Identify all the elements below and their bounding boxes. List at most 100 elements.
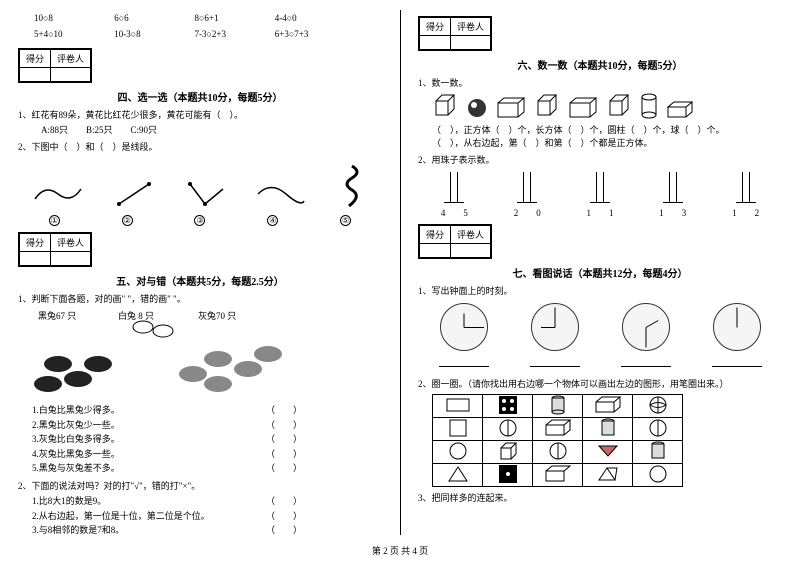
eq: 10-3○8: [114, 26, 192, 42]
s6-q2: 2、用珠子表示数。: [418, 153, 782, 166]
abacus-row: [418, 172, 782, 202]
prism-icon: [597, 466, 619, 482]
eq: 5+4○10: [34, 26, 112, 42]
cube-icon2: [498, 441, 518, 461]
cube-icon: [432, 93, 458, 119]
square-icon: [449, 419, 467, 437]
tf2-item: 2.从右边起，第一位是十位，第二位是个位。: [32, 511, 210, 521]
score-box-6: 得分评卷人: [418, 16, 492, 51]
sphere-icon: [466, 97, 488, 119]
s7-q1: 1、写出钟面上的时刻。: [418, 284, 782, 297]
box-icon: [594, 396, 622, 414]
section4-title: 四、选一选（本题共10分，每题5分）: [18, 89, 382, 104]
label-5: ⑤: [340, 215, 351, 226]
score-label: 得分: [420, 18, 451, 36]
line-figures: [18, 159, 382, 209]
ball5-icon: [649, 465, 667, 483]
cone-icon: [597, 444, 619, 458]
section6-title: 六、数一数（本题共10分，每题5分）: [418, 57, 782, 72]
equation-row-2: 5+4○10 10-3○8 7-3○2+3 6+3○7+3: [18, 26, 382, 42]
time-blanks: [418, 357, 782, 367]
shape-table: [432, 394, 683, 487]
eq: 6○6: [114, 10, 192, 26]
cylinder-icon: [640, 93, 658, 119]
ball4-icon: [549, 442, 567, 460]
segment-1: [114, 179, 154, 209]
tf-item: 3.灰兔比白兔多得多。: [32, 434, 120, 444]
label-1: ①: [49, 215, 60, 226]
paren: （ ）: [266, 494, 302, 508]
num: 1: [586, 208, 591, 218]
paren: （ ）: [266, 509, 302, 523]
label-3: ③: [194, 215, 205, 226]
curve-2: [256, 179, 306, 209]
tf-item: 1.白兔比黑兔少得多。: [32, 405, 120, 415]
eq: 7-3○2+3: [195, 26, 273, 42]
tf-item: 5.黑兔与灰兔差不多。: [32, 463, 120, 473]
num: 2: [514, 208, 519, 218]
label-2: ②: [122, 215, 133, 226]
s6-line1: （ ），正方体（ ）个，长方体（ ）个，圆柱（ ）个，球（ ）个。: [418, 123, 782, 136]
rabbit-figure: 白兔 8 只 黑兔67 只 灰兔70 只: [18, 309, 382, 399]
eq: 8○6+1: [195, 10, 273, 26]
s4-q2: 2、下图中（ ）和（ ）是线段。: [18, 140, 382, 153]
column-divider: [400, 10, 401, 535]
s5-q1: 1、判断下面各题，对的画" "，错的画" "。: [18, 292, 382, 305]
box3-icon: [544, 465, 572, 483]
ball3-icon: [649, 419, 667, 437]
paren: （ ）: [266, 461, 302, 475]
can-icon: [551, 395, 565, 415]
section7-title: 七、看图说话（本题共12分，每题4分）: [418, 265, 782, 280]
score-box-5: 得分评卷人: [18, 232, 92, 267]
num: 0: [536, 208, 541, 218]
score-box-4: 得分评卷人: [18, 48, 92, 83]
num: 2: [755, 208, 760, 218]
paren: （ ）: [266, 523, 302, 537]
num: 3: [682, 208, 687, 218]
box2-icon: [544, 419, 572, 437]
clock-1: [440, 303, 488, 351]
score-box-7: 得分评卷人: [418, 224, 492, 259]
num: 1: [732, 208, 737, 218]
dice2-icon: [498, 464, 518, 484]
score-label: 得分: [20, 50, 51, 68]
clock-2: [531, 303, 579, 351]
s7-q3: 3、把同样多的连起来。: [418, 491, 782, 504]
can3-icon: [651, 441, 665, 461]
s5-q2: 2、下面的说法对吗？对的打"√"，错的打"×"。: [18, 479, 382, 492]
eq: 4-4○0: [275, 10, 353, 26]
cube2-icon: [534, 93, 560, 119]
grader-label: 评卷人: [451, 18, 491, 36]
grader-label: 评卷人: [51, 234, 91, 252]
tf2-item: 3.与8相邻的数是7和8。: [32, 525, 124, 535]
ball-icon: [649, 396, 667, 414]
tf-item: 2.黑兔比灰兔少一些。: [32, 420, 120, 430]
score-label: 得分: [20, 234, 51, 252]
cuboid2-icon: [568, 97, 598, 119]
paren: （ ）: [266, 432, 302, 446]
can2-icon: [601, 418, 615, 438]
clock-3: [622, 303, 670, 351]
paren: （ ）: [266, 447, 302, 461]
clocks-row: [418, 303, 782, 351]
s6-q1: 1、数一数。: [418, 76, 782, 89]
tf-list-2: 1.比8大1的数是9。（ ） 2.从右边起，第一位是十位，第二位是个位。（ ） …: [18, 494, 382, 537]
s6-line2: （ ），从右边起，第（ ）和第（ ）个都是正方体。: [418, 136, 782, 149]
rabbit-svg: [18, 309, 318, 399]
tf2-item: 1.比8大1的数是9。: [32, 496, 106, 506]
s7-q2: 2、圈一圈。（请你找出用右边哪一个物体可以画出左边的图形，用笔圈出来。）: [418, 377, 782, 390]
num: 1: [609, 208, 614, 218]
abacus-numbers: 45 20 11 13 12: [418, 208, 782, 218]
cuboid-icon: [496, 97, 526, 119]
equation-row-1: 10○8 6○6 8○6+1 4-4○0: [18, 10, 382, 26]
eraser-icon: [666, 101, 694, 119]
s4-q1-opts: A:88只 B:25只 C:90只: [18, 123, 382, 136]
page-footer: 第 2 页 共 4 页: [0, 540, 800, 557]
shapes-row: [432, 93, 782, 119]
label-4: ④: [267, 215, 278, 226]
section5-title: 五、对与错（本题共5分，每题2.5分）: [18, 273, 382, 288]
segment-2: [185, 179, 225, 209]
rect-icon: [446, 398, 470, 412]
clock-4: [713, 303, 761, 351]
eq: 10○8: [34, 10, 112, 26]
